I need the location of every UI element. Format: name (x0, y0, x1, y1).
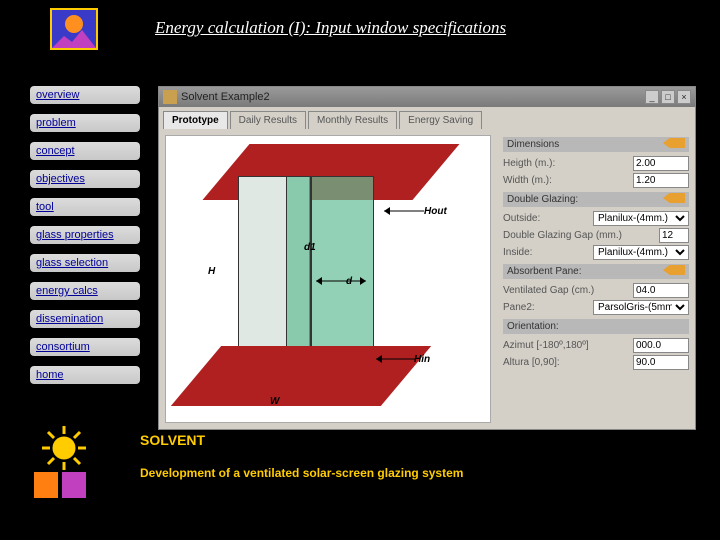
sidebar-item-problem[interactable]: problem (30, 114, 140, 132)
inside-select[interactable]: Planilux-(4mm.) (593, 245, 689, 260)
altura-field[interactable] (633, 355, 689, 370)
dim-H: H (208, 266, 215, 277)
footer-project-name: SOLVENT (140, 432, 205, 448)
section-orientation: Orientation: (503, 319, 689, 334)
section-orientation-label: Orientation: (507, 321, 559, 332)
section-dimensions: Dimensions (503, 137, 689, 152)
minimize-button[interactable]: _ (645, 90, 659, 104)
sidebar-item-energy-calcs[interactable]: energy calcs (30, 282, 140, 300)
section-dimensions-label: Dimensions (507, 139, 559, 150)
properties-panel: Dimensions Heigth (m.): Width (m.): Doub… (497, 129, 695, 429)
callout-arrow-icon (663, 138, 685, 148)
pane-edge (310, 176, 312, 366)
sidebar-item-consortium[interactable]: consortium (30, 338, 140, 356)
section-double-glazing: Double Glazing: (503, 192, 689, 207)
vgap-label: Ventilated Gap (cm.) (503, 285, 633, 296)
gap-label: Double Glazing Gap (mm.) (503, 230, 659, 241)
footer-tagline: Development of a ventilated solar-screen… (140, 466, 463, 480)
callout-arrow-icon (663, 193, 685, 203)
sidebar-item-concept[interactable]: concept (30, 142, 140, 160)
header-logo (50, 8, 98, 50)
sidebar-item-dissemination[interactable]: dissemination (30, 310, 140, 328)
tabs: Prototype Daily Results Monthly Results … (159, 107, 695, 129)
sidebar-item-home[interactable]: home (30, 366, 140, 384)
sidebar-item-objectives[interactable]: objectives (30, 170, 140, 188)
sidebar-item-glass-properties[interactable]: glass properties (30, 226, 140, 244)
pane2-select[interactable]: ParsolGris-(5mm.) (593, 300, 689, 315)
maximize-button[interactable]: □ (661, 90, 675, 104)
section-absorbent-label: Absorbent Pane: (507, 266, 582, 277)
gap-field[interactable] (659, 228, 689, 243)
tab-monthly-results[interactable]: Monthly Results (308, 111, 397, 129)
arrow-hin (376, 352, 426, 366)
titlebar: Solvent Example2 _ □ × (159, 87, 695, 107)
tab-energy-saving[interactable]: Energy Saving (399, 111, 482, 129)
vgap-field[interactable] (633, 283, 689, 298)
section-absorbent: Absorbent Pane: (503, 264, 689, 279)
inside-label: Inside: (503, 247, 593, 258)
outside-label: Outside: (503, 213, 593, 224)
callout-arrow-icon (663, 265, 685, 275)
app-icon (163, 90, 177, 104)
sidebar-item-glass-selection[interactable]: glass selection (30, 254, 140, 272)
azimut-label: Azimut [-180º,180º] (503, 340, 633, 351)
arrow-d (316, 274, 376, 288)
close-button[interactable]: × (677, 90, 691, 104)
prototype-3d-view: H W d d1 Hout Hin (165, 135, 491, 423)
altura-label: Altura [0,90]: (503, 357, 633, 368)
dim-W: W (270, 396, 279, 407)
page-title: Energy calculation (I): Input window spe… (155, 18, 506, 38)
heigth-field[interactable] (633, 156, 689, 171)
azimut-field[interactable] (633, 338, 689, 353)
tab-prototype[interactable]: Prototype (163, 111, 228, 129)
dim-d1: d1 (304, 242, 316, 253)
section-double-glazing-label: Double Glazing: (507, 194, 578, 205)
tab-daily-results[interactable]: Daily Results (230, 111, 306, 129)
sidebar-item-tool[interactable]: tool (30, 198, 140, 216)
app-window: Solvent Example2 _ □ × Prototype Daily R… (158, 86, 696, 430)
sidebar-item-overview[interactable]: overview (30, 86, 140, 104)
width-field[interactable] (633, 173, 689, 188)
heigth-label: Heigth (m.): (503, 158, 633, 169)
width-label: Width (m.): (503, 175, 633, 186)
window-title: Solvent Example2 (181, 91, 270, 103)
outside-select[interactable]: Planilux-(4mm.) (593, 211, 689, 226)
footer-sun-logo (28, 422, 116, 504)
pane2-label: Pane2: (503, 302, 593, 313)
arrow-hout (384, 204, 434, 218)
sidebar: overview problem concept objectives tool… (30, 86, 140, 394)
